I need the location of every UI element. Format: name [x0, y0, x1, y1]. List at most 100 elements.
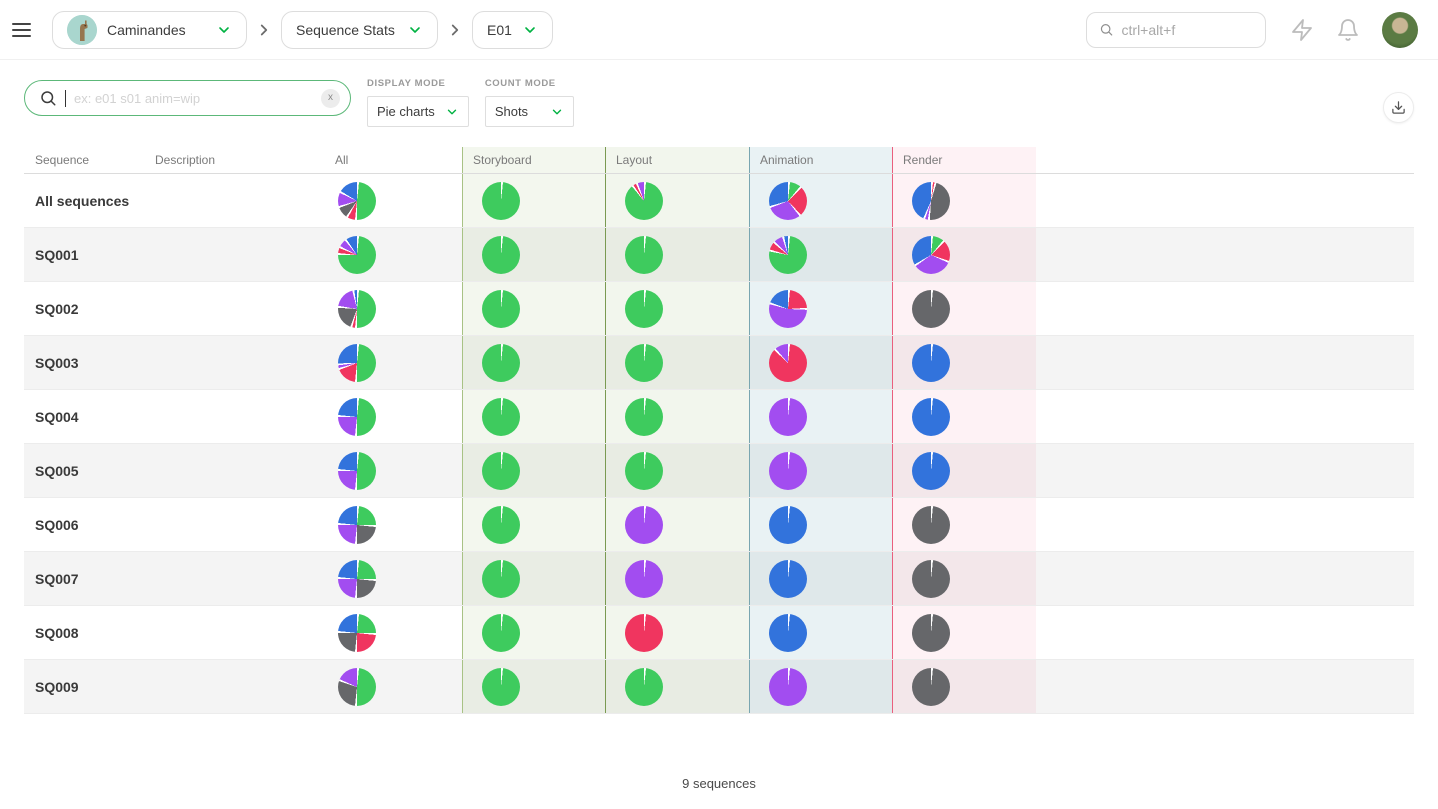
table-row: SQ009 — [24, 660, 1414, 714]
cell-layout — [605, 660, 749, 713]
table-header: Sequence Description All Storyboard Layo… — [24, 147, 1414, 174]
display-mode-value: Pie charts — [377, 104, 435, 119]
cell-storyboard — [462, 660, 605, 713]
clear-search-button[interactable]: x — [321, 88, 340, 108]
breadcrumb-separator-icon — [446, 21, 464, 39]
count-mode-select[interactable]: Shots — [484, 96, 574, 127]
pie-chart-animation — [769, 667, 807, 706]
menu-button[interactable] — [12, 15, 42, 45]
cell-render — [892, 444, 1036, 497]
cell-render — [892, 390, 1036, 443]
pie-chart-layout — [625, 505, 663, 544]
table-row: SQ003 — [24, 336, 1414, 390]
pie-chart-render — [912, 667, 950, 706]
pie-chart-animation — [769, 235, 807, 274]
cell-render — [892, 174, 1036, 227]
pie-chart-animation — [769, 505, 807, 544]
cell-filler — [1036, 336, 1414, 389]
cell-filler — [1036, 498, 1414, 551]
cell-animation — [749, 390, 892, 443]
chevron-down-icon — [410, 26, 420, 33]
pie-chart-storyboard — [482, 289, 520, 328]
search-icon — [41, 91, 56, 106]
episode-select[interactable]: E01 — [472, 10, 553, 49]
cell-layout — [605, 390, 749, 443]
sequence-stats-table: Sequence Description All Storyboard Layo… — [24, 147, 1414, 714]
text-caret — [65, 89, 66, 107]
cell-all — [325, 282, 462, 335]
table-row: All sequences — [24, 174, 1414, 228]
cell-render — [892, 606, 1036, 659]
column-header-layout: Layout — [605, 147, 749, 173]
pie-chart-animation — [769, 289, 807, 328]
quick-action-icon[interactable] — [1290, 18, 1314, 42]
cell-filler — [1036, 228, 1414, 281]
chevron-down-icon — [219, 26, 229, 33]
section-name: Sequence Stats — [296, 21, 395, 38]
cell-layout — [605, 282, 749, 335]
pie-chart-layout — [625, 613, 663, 652]
cell-all — [325, 390, 462, 443]
table-row: SQ008 — [24, 606, 1414, 660]
section-select[interactable]: Sequence Stats — [281, 10, 438, 49]
cell-filler — [1036, 174, 1414, 227]
download-icon — [1392, 101, 1405, 114]
pie-chart-storyboard — [482, 613, 520, 652]
notifications-bell-icon[interactable] — [1336, 18, 1360, 42]
pie-chart-render — [912, 559, 950, 598]
pie-chart-all — [338, 235, 376, 274]
table-row: SQ002 — [24, 282, 1414, 336]
pie-chart-render — [912, 343, 950, 382]
pie-chart-render — [912, 613, 950, 652]
cell-all — [325, 228, 462, 281]
cell-storyboard — [462, 228, 605, 281]
search-icon — [1100, 24, 1113, 36]
sequence-description — [145, 660, 325, 713]
table-row: SQ004 — [24, 390, 1414, 444]
cell-storyboard — [462, 390, 605, 443]
sequence-description — [145, 444, 325, 497]
sequence-description — [145, 390, 325, 443]
column-header-description: Description — [155, 153, 216, 167]
cell-render — [892, 282, 1036, 335]
sequence-search-input[interactable] — [74, 90, 313, 106]
project-select[interactable]: Caminandes — [52, 10, 247, 49]
cell-filler — [1036, 282, 1414, 335]
project-avatar — [67, 14, 97, 45]
table-row: SQ001 — [24, 228, 1414, 282]
sequence-name: SQ009 — [35, 678, 79, 695]
pie-chart-layout — [625, 397, 663, 436]
count-mode-block: COUNT MODE Shots — [484, 78, 574, 127]
cell-storyboard — [462, 336, 605, 389]
sequence-count: 9 sequences — [682, 776, 756, 791]
sequence-description — [145, 606, 325, 659]
display-mode-select[interactable]: Pie charts — [367, 96, 469, 127]
pie-chart-all — [338, 451, 376, 490]
sequence-description — [145, 174, 325, 227]
cell-storyboard — [462, 174, 605, 227]
sequence-description — [145, 552, 325, 605]
cell-layout — [605, 444, 749, 497]
pie-chart-layout — [625, 343, 663, 382]
pie-chart-all — [338, 289, 376, 328]
sequence-search-box: x — [24, 80, 351, 116]
pie-chart-animation — [769, 559, 807, 598]
topbar: Caminandes Sequence Stats E01 — [0, 0, 1438, 60]
cell-storyboard — [462, 498, 605, 551]
sequence-name: SQ006 — [35, 516, 79, 533]
filter-bar: x DISPLAY MODE Pie charts COUNT MODE Sho… — [0, 60, 1438, 127]
cell-all — [325, 660, 462, 713]
breadcrumb-separator-icon — [255, 21, 273, 39]
pie-chart-render — [912, 235, 950, 274]
cell-animation — [749, 228, 892, 281]
cell-filler — [1036, 552, 1414, 605]
display-mode-label: DISPLAY MODE — [367, 78, 446, 89]
cell-animation — [749, 282, 892, 335]
cell-all — [325, 444, 462, 497]
cell-render — [892, 336, 1036, 389]
export-button[interactable] — [1383, 92, 1414, 123]
table-body: All sequences SQ001 SQ002 SQ003 — [24, 174, 1414, 714]
user-avatar[interactable] — [1382, 11, 1418, 48]
pie-chart-storyboard — [482, 451, 520, 490]
global-search-input[interactable] — [1121, 21, 1253, 38]
